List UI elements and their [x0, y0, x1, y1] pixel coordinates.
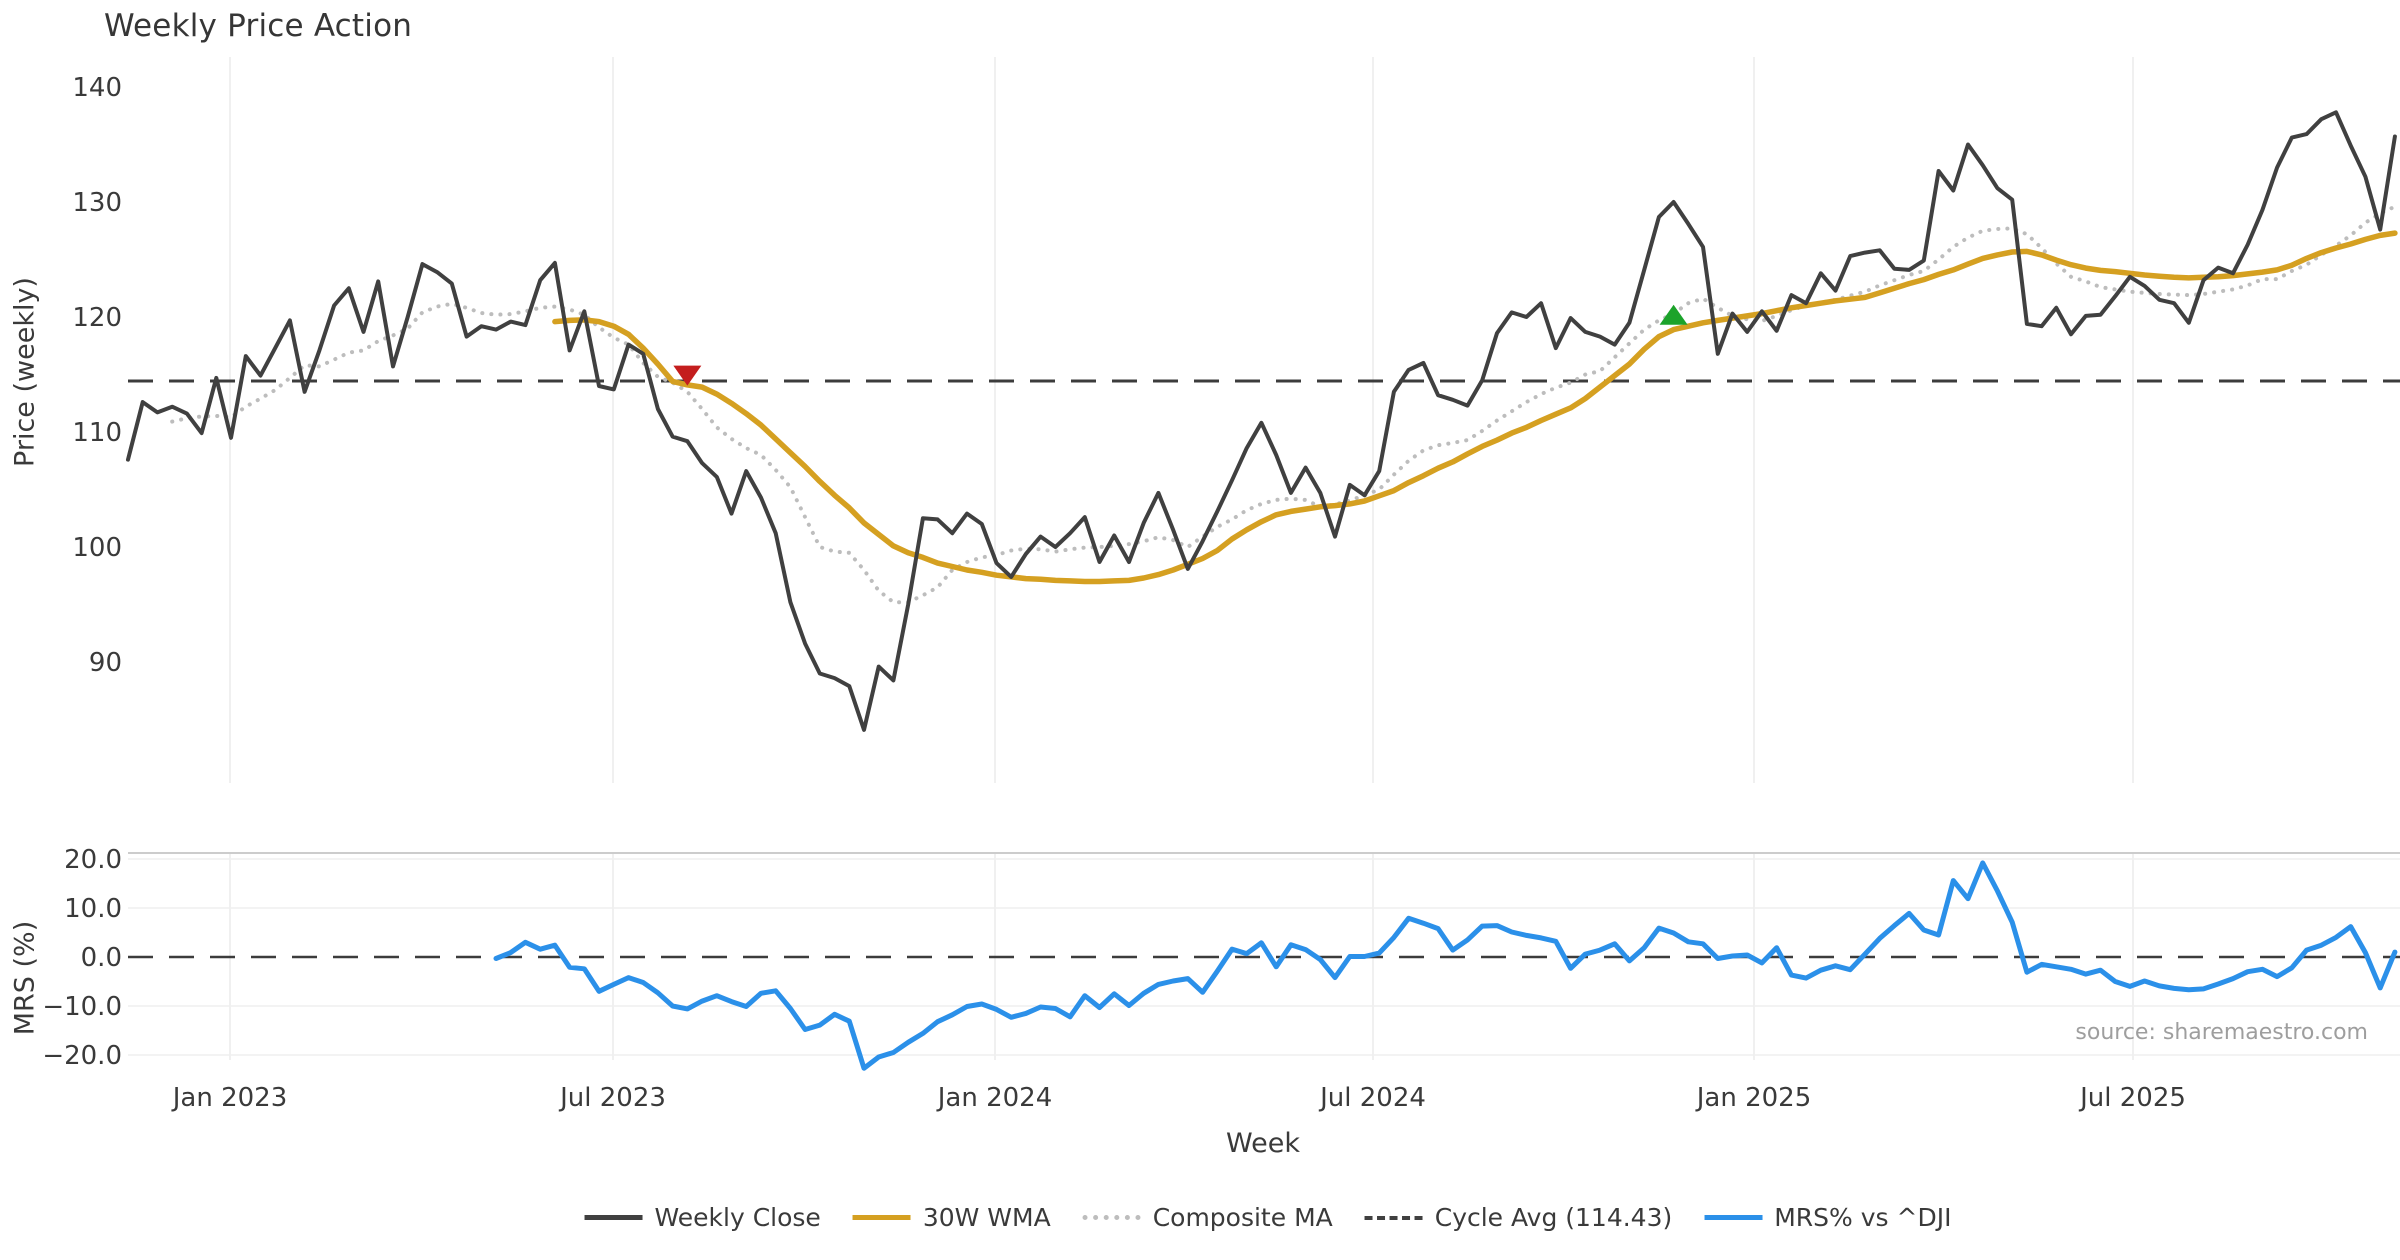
price-y-tick-label: 100 — [72, 533, 122, 563]
chart-title: Weekly Price Action — [104, 8, 413, 44]
weekly-close-line — [126, 110, 2397, 732]
mrs-y-tick-label: 0.0 — [81, 943, 122, 973]
cycle-avg-dashed-swatch-icon — [1364, 1215, 1423, 1220]
x-tick-label: Jan 2024 — [936, 1083, 1053, 1113]
week-axis-label: Week — [1226, 1128, 1300, 1159]
legend-item-mrs: MRS% vs ^DJI — [1704, 1203, 1951, 1232]
x-tick-label: Jul 2024 — [1318, 1083, 1426, 1113]
source-attribution: source: sharemaestro.com — [2075, 1020, 2368, 1045]
mrs-y-tick-label: 20.0 — [64, 845, 122, 875]
legend-label: Composite MA — [1152, 1203, 1333, 1232]
legend-label: 30W WMA — [922, 1203, 1051, 1232]
legend: Weekly Close 30W WMA Composite MA Cycle … — [584, 1203, 1951, 1232]
legend-item-weekly-close: Weekly Close — [584, 1203, 821, 1232]
composite-ma-line — [170, 204, 2397, 605]
mrs-y-tick-label: −20.0 — [42, 1041, 122, 1071]
legend-label: Cycle Avg (114.43) — [1434, 1203, 1673, 1232]
composite-ma-dotted-swatch-icon — [1082, 1215, 1141, 1220]
wma-30w-line — [552, 230, 2398, 585]
price-axis-label: Price (weekly) — [9, 277, 41, 467]
x-tick-label: Jul 2025 — [2078, 1083, 2186, 1113]
price-y-tick-label: 120 — [72, 303, 122, 333]
legend-label: Weekly Close — [654, 1203, 821, 1232]
price-y-tick-label: 110 — [72, 418, 122, 448]
x-tick-label: Jul 2023 — [558, 1083, 666, 1113]
buy-signal-triangle-icon — [1659, 304, 1688, 325]
price-y-tick-label: 130 — [72, 188, 122, 218]
mrs-y-tick-label: −10.0 — [42, 992, 122, 1022]
x-tick-label: Jan 2025 — [1695, 1083, 1812, 1113]
mrs-y-tick-label: 10.0 — [64, 894, 122, 924]
weekly-close-line-swatch-icon — [584, 1215, 643, 1220]
legend-item-cycle-avg: Cycle Avg (114.43) — [1364, 1203, 1673, 1232]
mrs-line-swatch-icon — [1704, 1215, 1763, 1220]
wma-line-swatch-icon — [852, 1215, 911, 1220]
mrs-line — [493, 860, 2398, 1071]
x-tick-label: Jan 2023 — [171, 1083, 288, 1113]
legend-item-composite-ma: Composite MA — [1082, 1203, 1333, 1232]
price-y-tick-label: 90 — [89, 648, 122, 678]
legend-label: MRS% vs ^DJI — [1774, 1203, 1952, 1232]
legend-item-30w-wma: 30W WMA — [852, 1203, 1051, 1232]
mrs-axis-label: MRS (%) — [9, 920, 41, 1036]
sell-signal-triangle-icon — [673, 365, 702, 386]
price-y-tick-label: 140 — [72, 73, 122, 103]
